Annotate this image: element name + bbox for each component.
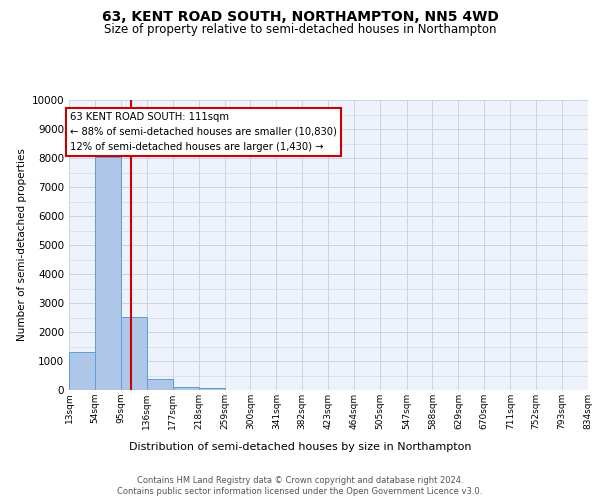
Text: 63 KENT ROAD SOUTH: 111sqm
← 88% of semi-detached houses are smaller (10,830)
12: 63 KENT ROAD SOUTH: 111sqm ← 88% of semi… [70,112,337,152]
Text: Distribution of semi-detached houses by size in Northampton: Distribution of semi-detached houses by … [129,442,471,452]
Text: Contains HM Land Registry data © Crown copyright and database right 2024.: Contains HM Land Registry data © Crown c… [137,476,463,485]
Bar [69,352,95,390]
Text: 63, KENT ROAD SOUTH, NORTHAMPTON, NN5 4WD: 63, KENT ROAD SOUTH, NORTHAMPTON, NN5 4W… [101,10,499,24]
Bar [199,388,224,390]
Text: Contains public sector information licensed under the Open Government Licence v3: Contains public sector information licen… [118,487,482,496]
Y-axis label: Number of semi-detached properties: Number of semi-detached properties [17,148,28,342]
Bar [147,379,173,390]
Bar [95,156,121,390]
Bar [121,317,147,390]
Text: Size of property relative to semi-detached houses in Northampton: Size of property relative to semi-detach… [104,22,496,36]
Bar [173,386,199,390]
